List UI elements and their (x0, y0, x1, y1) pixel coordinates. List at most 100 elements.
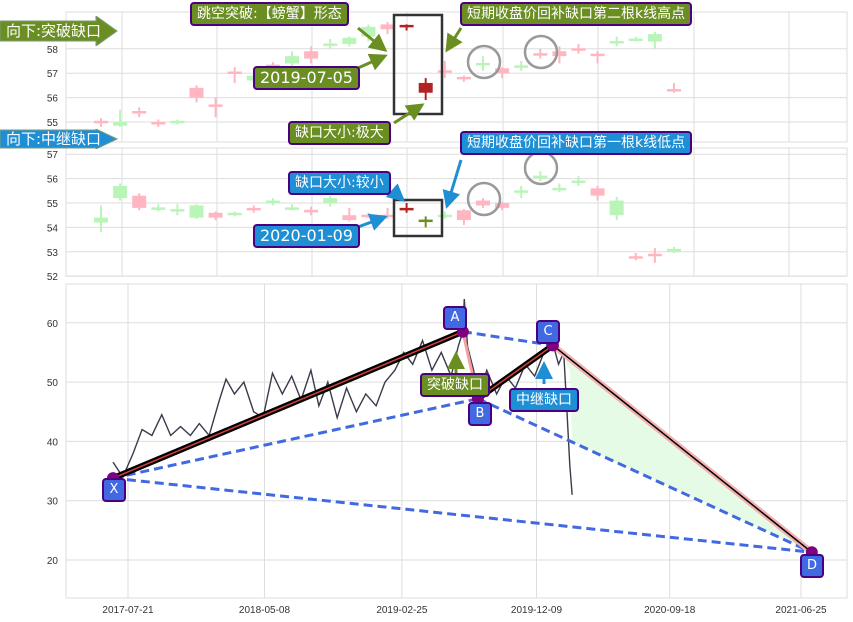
dashed-line-xb (112, 397, 479, 480)
candle-body (208, 104, 223, 107)
arrow-fill-1 (445, 27, 463, 53)
candle-body (132, 195, 147, 208)
xabcd-pattern-panel: 2017-07-21 2018-05-08 2019-02-25 2019-12-09… (47, 283, 848, 616)
candle-body (667, 248, 681, 252)
candle-body (285, 207, 299, 210)
candle-body (590, 188, 605, 196)
candle-body (647, 253, 662, 257)
x-tick-label: 2018-05-08 (239, 605, 291, 616)
y-tick-label: 55 (47, 199, 59, 210)
breakout-gap-tag-text: 向下:突破缺口 (6, 22, 102, 40)
y-tick-label: 58 (47, 45, 59, 56)
point-label-c: C (536, 320, 560, 344)
arrow-date-1 (357, 53, 388, 71)
candle-body (170, 209, 185, 212)
y-tick-label: 56 (47, 175, 59, 186)
candle-body (265, 200, 280, 204)
panel-frame (65, 147, 848, 277)
y-tick-label: 20 (47, 556, 59, 567)
candle-body (361, 214, 376, 218)
candle-body (227, 212, 242, 216)
candle-body (609, 200, 624, 216)
candle-body (342, 37, 357, 44)
candle-body (647, 34, 662, 42)
candle-body (437, 214, 452, 218)
candle-body (246, 207, 261, 211)
annotations-layer (357, 13, 559, 384)
y-tick-label: 55 (47, 118, 59, 129)
pattern-label: 跳空突破:【螃蟹】形态 (190, 2, 349, 26)
candle-body (418, 82, 433, 93)
candle-body (571, 48, 586, 51)
candle-body (189, 205, 204, 218)
fill-circle-1a (466, 44, 502, 80)
candle-body (399, 207, 414, 211)
x-tick-label: 2020-09-18 (644, 605, 696, 616)
x-tick-label: 2017-07-21 (102, 605, 154, 616)
gap-fill-label-2: 短期收盘价回补缺口第一根k线低点 (460, 131, 693, 155)
candle-body (380, 24, 395, 30)
candle-body (571, 180, 586, 184)
y-tick-label: 54 (47, 223, 59, 234)
leg-cd (552, 344, 813, 553)
candle-body (495, 68, 510, 74)
gap-date-label-1: 2019-07-05 (253, 66, 360, 90)
price-line (112, 299, 573, 495)
candle-body (628, 256, 643, 259)
candle-body (590, 53, 605, 57)
candle-body (399, 24, 414, 28)
breakout-gap-panel: 55 56 57 58 (47, 11, 848, 143)
breakout-gap-label: 突破缺口 (420, 373, 490, 397)
candle-body (667, 89, 681, 92)
candle-body (265, 64, 280, 68)
candle-body (151, 122, 166, 125)
candle-body (514, 190, 529, 193)
candle-body (113, 185, 128, 199)
dashed-line-bd (477, 397, 813, 554)
leg-core-bc (477, 344, 554, 400)
candle-body (323, 198, 338, 203)
y-tick-label: 30 (47, 497, 59, 508)
candle-body (552, 51, 567, 57)
dashed-line-xd (112, 476, 812, 554)
candle-body (418, 219, 433, 223)
arrow-size-1 (393, 103, 425, 125)
y-tick-label: 52 (47, 272, 59, 283)
y-tick-label: 57 (47, 69, 59, 80)
candle-body (94, 217, 108, 223)
candle-body (304, 51, 319, 59)
candle-body (189, 87, 204, 98)
relay-gap-tag-text: 向下:中继缺口 (6, 130, 102, 148)
candle-body (227, 71, 242, 74)
fill-circle-1b (523, 34, 559, 70)
candle-body (304, 209, 319, 213)
candle-body (94, 120, 108, 124)
relay-gap-panel: 52 53 54 55 56 57 (47, 147, 848, 283)
candle-body (342, 215, 357, 221)
y-tick-label: 40 (47, 437, 59, 448)
candle-body (170, 120, 185, 124)
y-tick-label: 60 (47, 319, 59, 330)
relay-gap-label: 中继缺口 (509, 388, 579, 412)
y-tick-label: 50 (47, 378, 59, 389)
candle-body (285, 56, 299, 64)
point-label-d: D (800, 554, 824, 578)
arrow-date-2 (357, 213, 388, 231)
candle-body (552, 187, 567, 191)
y-tick-label: 53 (47, 248, 59, 259)
gap-highlight-box-2 (392, 198, 444, 238)
fill-circle-2a (466, 181, 502, 217)
candle-body (628, 38, 643, 42)
candle-body (476, 200, 490, 206)
x-tick-label: 2019-12-09 (511, 605, 563, 616)
candle-body (456, 76, 471, 80)
candle-body (151, 207, 166, 210)
point-label-b: B (468, 402, 492, 426)
candle-body (323, 43, 338, 46)
gap-date-label-2: 2020-01-09 (253, 224, 360, 248)
candle-body (208, 212, 223, 218)
gap-fill-label-1: 短期收盘价回补缺口第二根k线高点 (460, 2, 693, 26)
candle-body (533, 53, 548, 56)
